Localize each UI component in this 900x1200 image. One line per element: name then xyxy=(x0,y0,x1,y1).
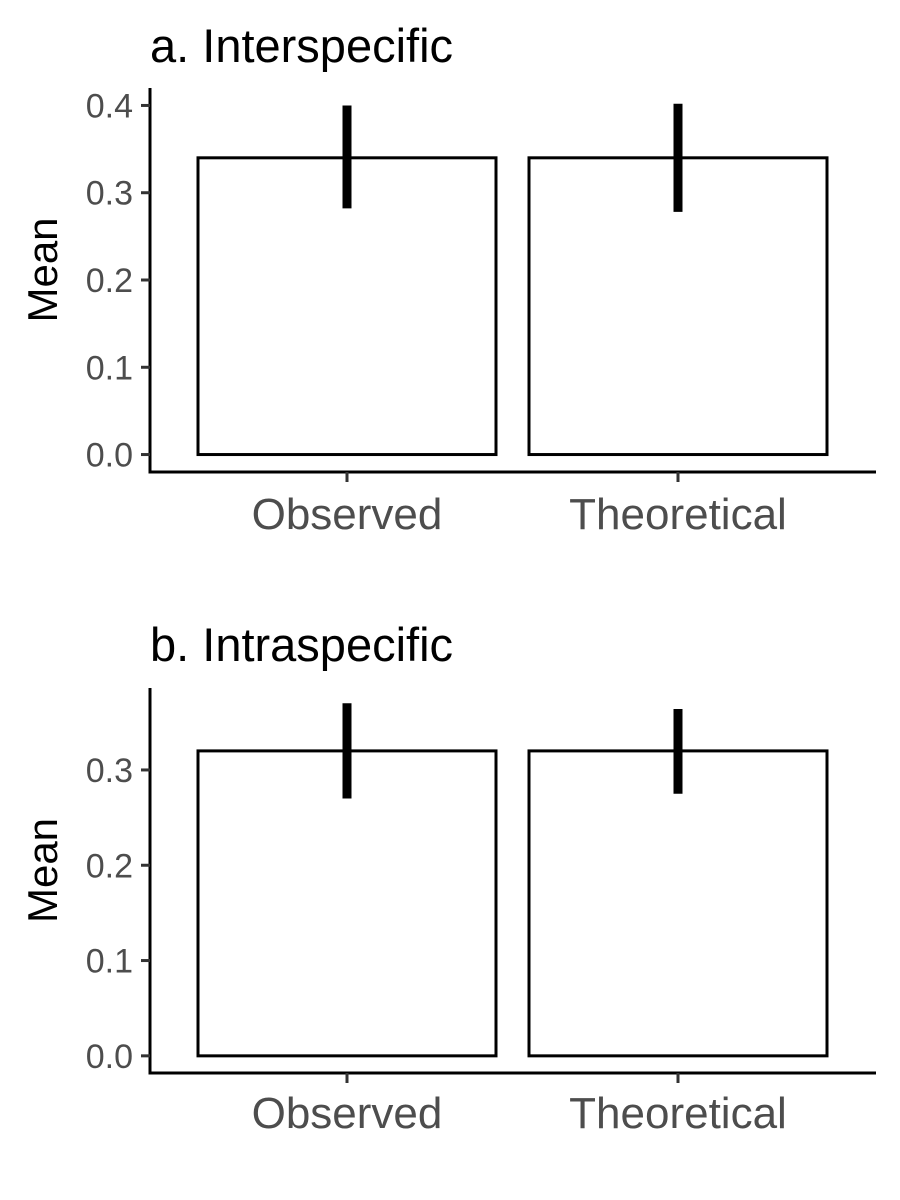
x-tick-label-observed: Observed xyxy=(252,490,443,539)
chart-title: a. Interspecific xyxy=(150,19,453,72)
y-tick-label: 0.1 xyxy=(86,349,133,387)
y-tick-label: 0.2 xyxy=(86,262,133,300)
y-tick-label: 0.3 xyxy=(86,752,133,790)
chart-title: b. Intraspecific xyxy=(150,618,453,671)
y-tick-label: 0.0 xyxy=(86,1038,133,1076)
x-tick-label-observed: Observed xyxy=(252,1089,443,1138)
bar-theoretical xyxy=(527,749,829,1058)
x-tick-label-theoretical: Theoretical xyxy=(569,490,787,539)
y-tick-label: 0.1 xyxy=(86,943,133,981)
y-axis-label: Mean xyxy=(19,818,66,923)
y-tick-label: 0.2 xyxy=(86,847,133,885)
y-tick-label: 0.3 xyxy=(86,175,133,213)
y-tick-label: 0.4 xyxy=(86,87,133,125)
y-axis-label: Mean xyxy=(19,217,66,322)
x-tick-label-theoretical: Theoretical xyxy=(569,1089,787,1138)
bar-observed xyxy=(196,749,498,1058)
y-tick-label: 0.0 xyxy=(86,437,133,475)
